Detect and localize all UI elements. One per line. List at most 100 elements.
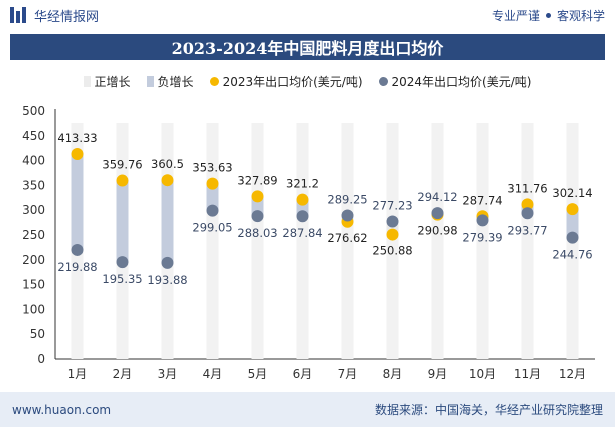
negative-growth-bar [206, 183, 219, 211]
point-2024 [251, 210, 264, 223]
point-2024 [521, 207, 534, 220]
y-tick-label: 450 [22, 129, 45, 143]
point-2024 [566, 231, 579, 244]
point-2024 [296, 210, 309, 223]
data-label-2023: 276.62 [327, 231, 367, 245]
footer-website: www.huaon.com [12, 402, 112, 417]
column-background [476, 123, 489, 359]
x-tick-label: 11月 [514, 367, 541, 381]
data-label-2024: 287.84 [282, 226, 322, 240]
header-tags: 专业严谨 客观科学 [492, 7, 605, 24]
point-2023 [521, 198, 534, 211]
data-label-2024: 299.05 [192, 221, 232, 235]
x-tick-label: 4月 [203, 367, 223, 381]
point-2024 [341, 209, 354, 222]
column-background [296, 123, 309, 359]
x-tick-label: 12月 [559, 367, 586, 381]
legend-item-2023: 2023年出口均价(美元/吨) [209, 73, 363, 90]
point-2024 [116, 256, 129, 269]
data-label-2023: 290.98 [417, 224, 457, 238]
x-tick-label: 3月 [158, 367, 178, 381]
chart-legend: 正增长 负增长 2023年出口均价(美元/吨) 2024年出口均价(美元/吨) [0, 70, 615, 92]
data-label-2023: 360.5 [151, 157, 184, 171]
negative-growth-bar [161, 180, 174, 263]
tag-objective: 客观科学 [556, 8, 605, 23]
legend-item-2024: 2024年出口均价(美元/吨) [378, 73, 532, 90]
legend-swatch-2023 [209, 76, 219, 86]
point-2023 [71, 147, 84, 160]
data-label-2024: 288.03 [237, 226, 277, 240]
y-tick-label: 150 [22, 278, 45, 292]
point-2024 [206, 204, 219, 217]
data-label-2024: 294.12 [417, 190, 457, 204]
data-label-2024: 277.23 [372, 198, 412, 212]
data-label-2023: 353.63 [192, 161, 232, 175]
x-tick-label: 5月 [248, 367, 268, 381]
chart-title-text: 2023-2024年中国肥料月度出口均价 [171, 39, 444, 58]
column-background [206, 123, 219, 359]
legend-swatch-positive [83, 75, 91, 87]
point-2024 [476, 214, 489, 227]
column-background [431, 123, 444, 359]
point-2023 [251, 190, 264, 203]
y-tick-label: 400 [22, 154, 45, 168]
x-tick-label: 7月 [338, 367, 358, 381]
y-tick-label: 350 [22, 178, 45, 192]
legend-item-positive: 正增长 [83, 73, 131, 90]
data-label-2023: 359.76 [102, 158, 142, 172]
data-label-2024: 219.88 [57, 260, 97, 274]
point-2023 [161, 174, 174, 187]
data-label-2023: 287.74 [462, 193, 502, 207]
data-label-2024: 244.76 [552, 248, 592, 262]
y-tick-label: 250 [22, 228, 45, 242]
footer-source: 数据来源：中国海关，华经产业研究院整理 [374, 403, 603, 417]
data-label-2023: 413.33 [57, 131, 97, 145]
data-label-2024: 195.35 [102, 272, 142, 286]
point-2024 [431, 207, 444, 220]
x-tick-label: 1月 [68, 367, 88, 381]
brand: 华经情报网 [10, 6, 99, 25]
y-tick-label: 200 [22, 253, 45, 267]
y-tick-label: 300 [22, 203, 45, 217]
legend-label-2023: 2023年出口均价(美元/吨) [222, 74, 363, 89]
point-2024 [161, 256, 174, 269]
separator-dot-icon [545, 12, 551, 18]
point-2024 [71, 243, 84, 256]
data-label-2024: 289.25 [327, 193, 367, 207]
legend-label-positive: 正增长 [94, 74, 131, 89]
top-bar: 华经情报网 专业严谨 客观科学 [0, 0, 615, 30]
chart-title: 2023-2024年中国肥料月度出口均价 [10, 34, 605, 60]
data-label-2023: 327.89 [237, 173, 277, 187]
footer: www.huaon.com 数据来源：中国海关，华经产业研究院整理 [0, 392, 615, 427]
tag-professional: 专业严谨 [491, 8, 540, 23]
data-label-2023: 321.2 [286, 177, 319, 191]
x-tick-label: 2月 [113, 367, 133, 381]
x-tick-label: 9月 [428, 367, 448, 381]
data-label-2024: 193.88 [147, 273, 187, 287]
data-label-2024: 293.77 [507, 223, 547, 237]
chart-plot: 0 50 100 150 200 250 300 350 400 450 500 413.33 219.… [22, 104, 595, 381]
legend-swatch-negative [146, 75, 154, 87]
y-tick-label: 50 [30, 327, 45, 341]
negative-growth-bar [116, 180, 129, 263]
brand-name: 华经情报网 [34, 9, 100, 25]
data-label-2024: 279.39 [462, 230, 502, 244]
legend-item-negative: 负增长 [146, 73, 194, 90]
y-tick-label: 100 [22, 302, 45, 316]
legend-label-2024: 2024年出口均价(美元/吨) [391, 74, 532, 89]
data-label-2023: 311.76 [507, 181, 547, 195]
data-label-2023: 250.88 [372, 244, 412, 258]
column-background [341, 123, 354, 359]
data-label-2023: 302.14 [552, 186, 592, 200]
y-tick-label: 500 [22, 104, 45, 118]
x-tick-label: 6月 [293, 367, 313, 381]
column-background [386, 123, 399, 359]
legend-label-negative: 负增长 [157, 74, 194, 89]
point-2023 [566, 203, 579, 216]
y-tick-label: 0 [37, 352, 45, 366]
point-2023 [296, 193, 309, 206]
point-2024 [386, 215, 399, 228]
x-tick-label: 8月 [383, 367, 403, 381]
negative-growth-bar [71, 153, 84, 250]
column-background [251, 123, 264, 359]
